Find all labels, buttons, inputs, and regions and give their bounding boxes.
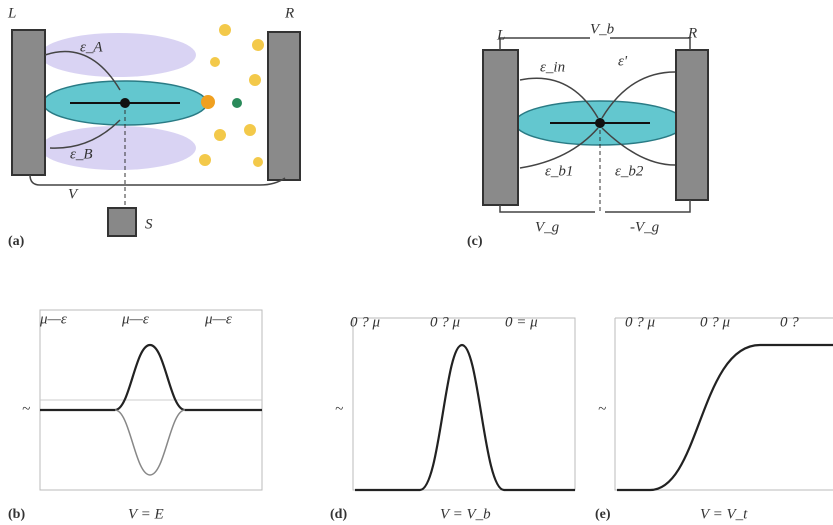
- gate-wire: [500, 200, 690, 212]
- figure: L R ε_A ε_B V S (a) L V_b R ε_in ε' ε_b1…: [0, 0, 833, 525]
- bias-wire: [30, 175, 285, 185]
- label-out-l: ε_b1: [545, 163, 573, 179]
- panel-e: 0 ? μ 0 ? μ 0 ? ~ V = V_t (e): [595, 314, 833, 522]
- orbital-upper: [40, 33, 196, 77]
- electrode-left: [483, 50, 518, 205]
- header-2: 0 ? μ: [430, 314, 461, 330]
- label-gate-l: V_g: [535, 219, 560, 235]
- label-bias: V_b: [590, 21, 615, 37]
- electron: [120, 98, 130, 108]
- x-label: V = V_b: [440, 506, 491, 522]
- label-out-r: ε_b2: [615, 163, 644, 179]
- header-3: μ—ε: [204, 311, 232, 327]
- panel-c: L V_b R ε_in ε' ε_b1 ε_b2 V_g -V_g (c): [467, 21, 708, 249]
- header-2: μ—ε: [121, 311, 149, 327]
- label-lower: ε_B: [70, 146, 93, 162]
- panel-a: L R ε_A ε_B V S (a): [7, 5, 300, 249]
- source: [108, 208, 136, 236]
- panel-label: (c): [467, 234, 483, 249]
- panel-label: (a): [8, 234, 25, 249]
- particles: [199, 24, 264, 167]
- x-label: V = E: [128, 506, 164, 522]
- panel-d: 0 ? μ 0 ? μ 0 = μ ~ V = V_b (d): [330, 314, 575, 522]
- header-1: μ—ε: [39, 311, 67, 327]
- bias-wire: [500, 38, 690, 50]
- panel-label: (d): [330, 507, 347, 522]
- header-2: 0 ? μ: [700, 314, 731, 330]
- plot-frame: [353, 318, 575, 490]
- plot-frame: [615, 318, 833, 490]
- label-bias: V: [68, 186, 79, 202]
- electrode-right: [676, 50, 708, 200]
- label-in-l: ε_in: [540, 59, 565, 75]
- y-label: ~: [598, 401, 606, 417]
- y-label: ~: [22, 401, 30, 417]
- header-3: 0 = μ: [505, 314, 538, 330]
- label-source: S: [145, 216, 153, 232]
- label-gate-r: -V_g: [630, 219, 660, 235]
- panel-b: μ—ε μ—ε μ—ε ~ V = E (b): [8, 310, 262, 522]
- y-label: ~: [335, 401, 343, 417]
- electron: [595, 118, 605, 128]
- panel-label: (b): [8, 507, 25, 522]
- label-left: L: [7, 5, 16, 21]
- x-label: V = V_t: [700, 506, 748, 522]
- electrode-right: [268, 32, 300, 180]
- label-left: L: [496, 27, 505, 43]
- curve: [617, 345, 833, 490]
- curve: [355, 345, 575, 490]
- curve-lower: [115, 410, 185, 475]
- panel-label: (e): [595, 507, 611, 522]
- label-upper: ε_A: [80, 39, 103, 55]
- header-1: 0 ? μ: [350, 314, 381, 330]
- header-3: 0 ?: [780, 314, 799, 330]
- label-right: R: [687, 25, 697, 41]
- label-in-r: ε': [618, 53, 628, 69]
- label-right: R: [284, 5, 294, 21]
- header-1: 0 ? μ: [625, 314, 656, 330]
- electrode-left: [12, 30, 45, 175]
